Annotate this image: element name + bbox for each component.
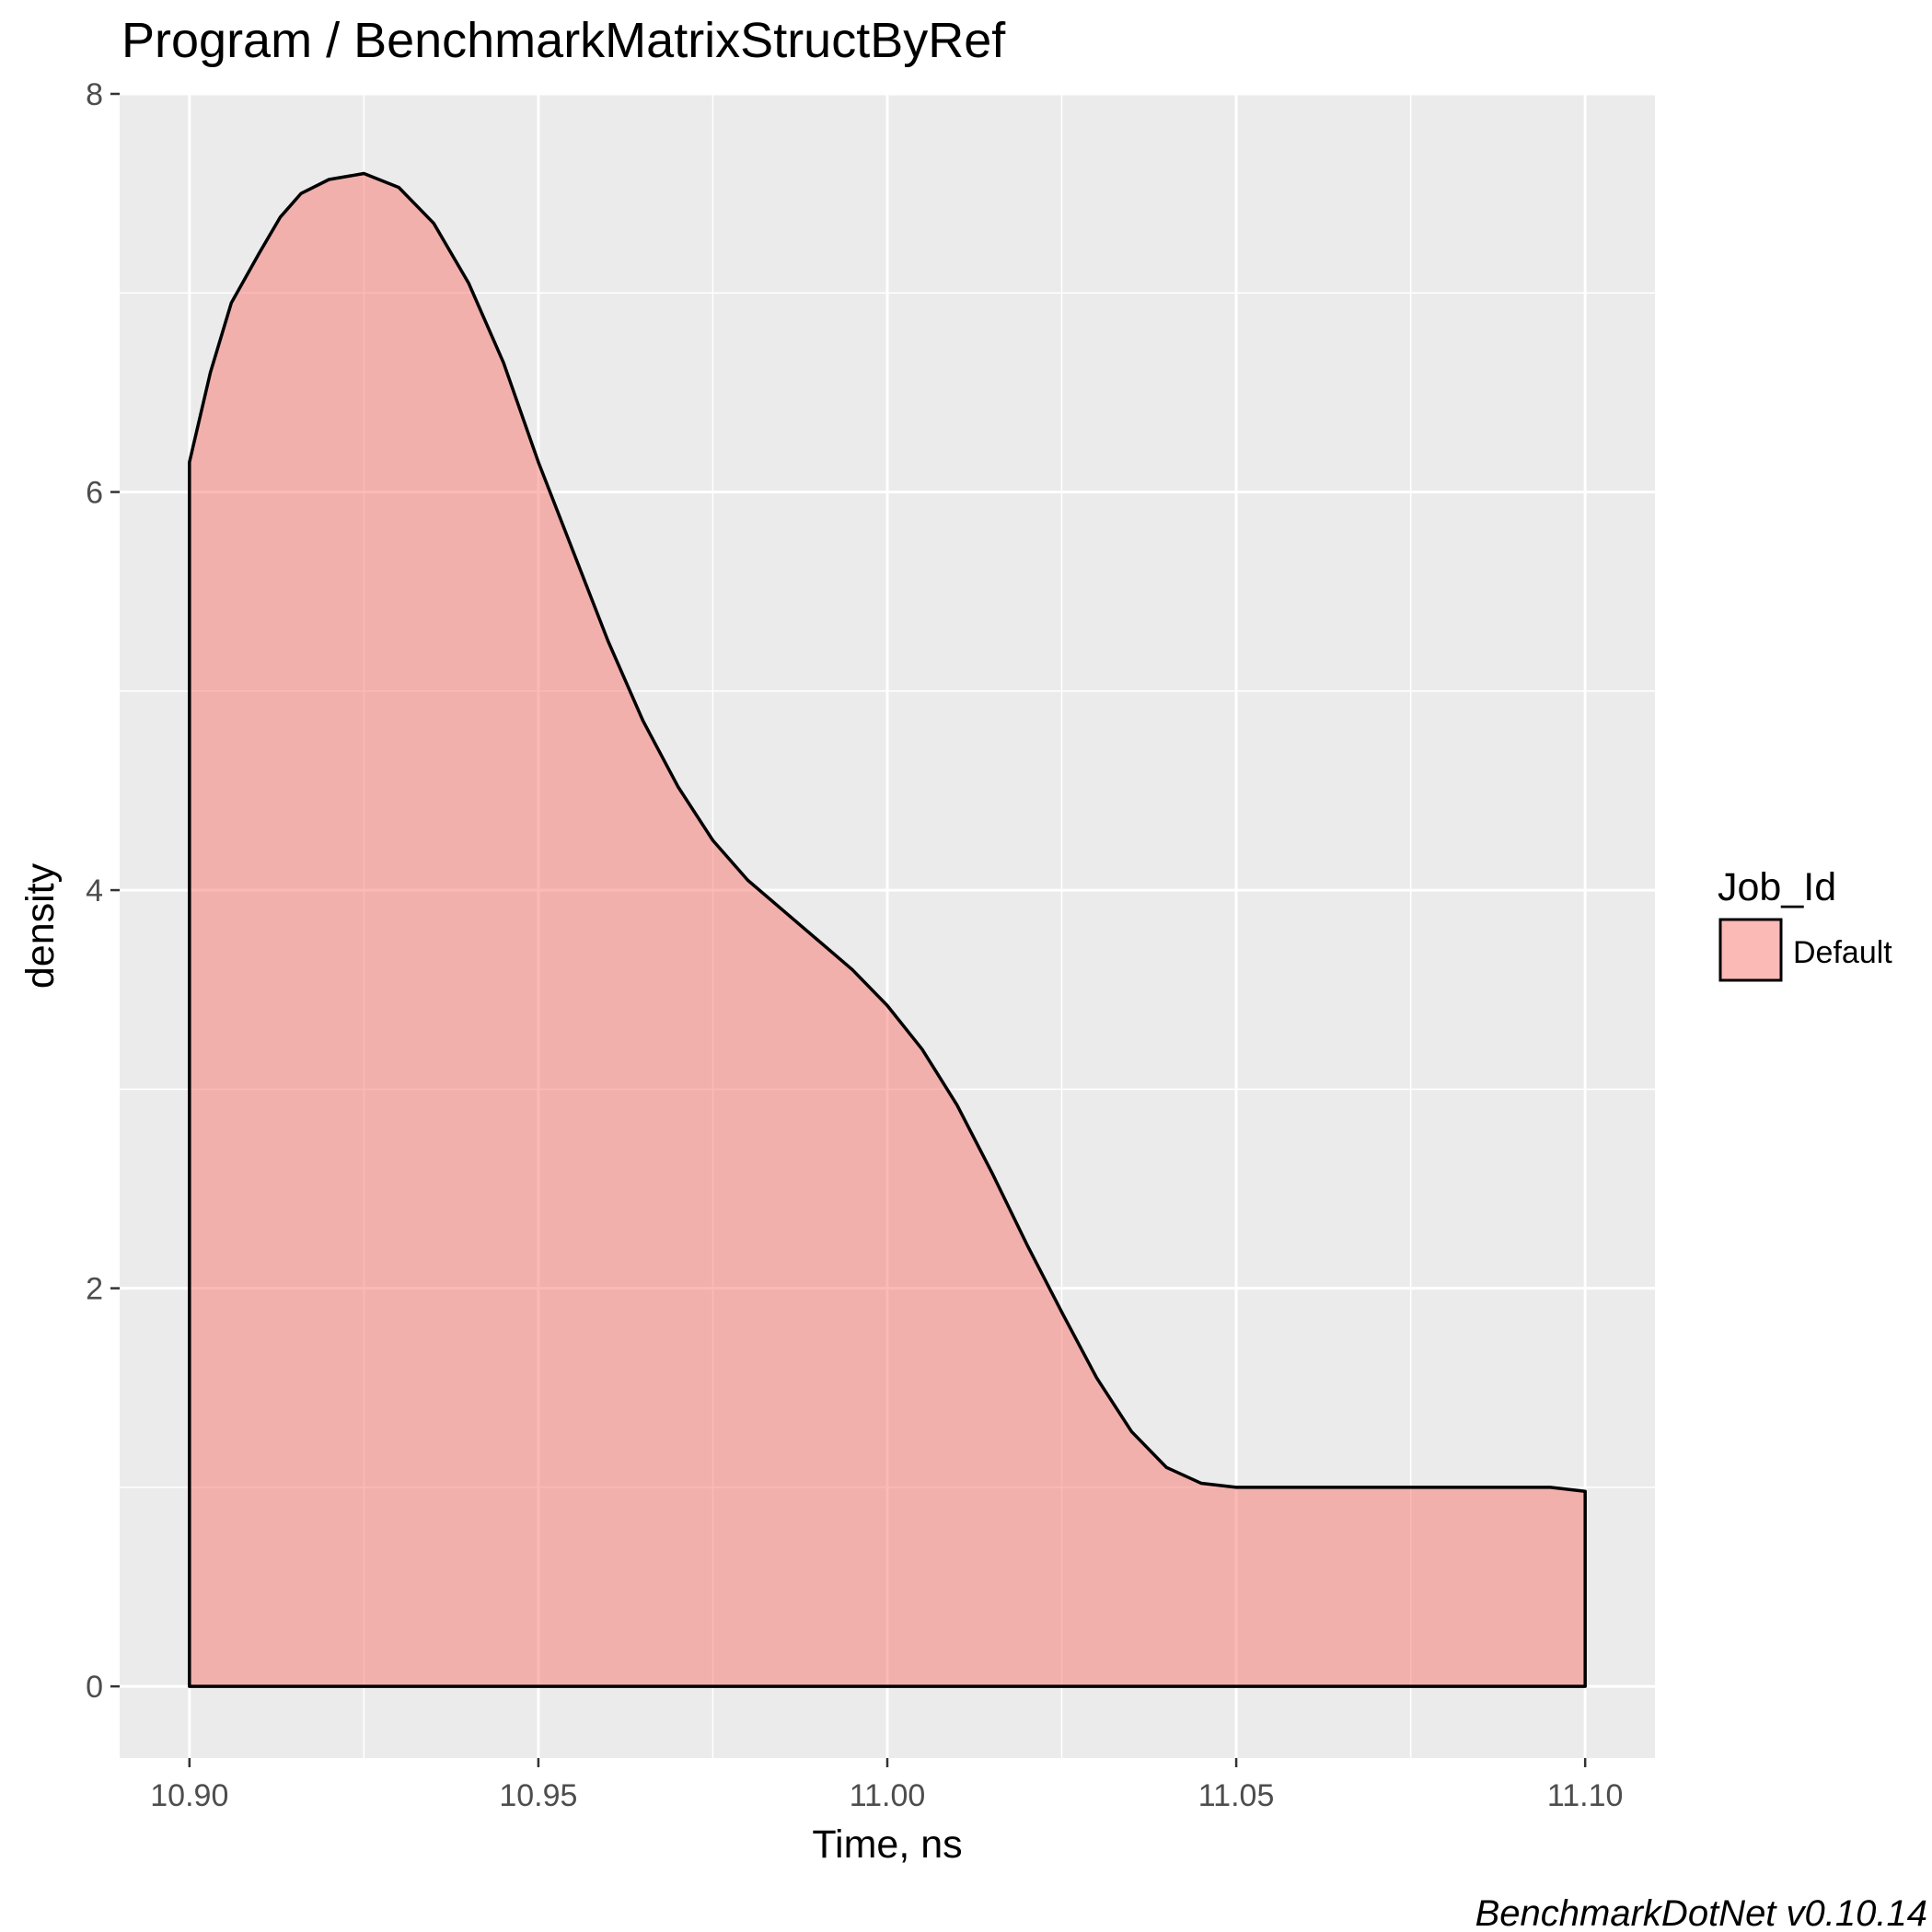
- caption: BenchmarkDotNet v0.10.14: [1475, 1893, 1927, 1932]
- y-tick-label: 6: [86, 476, 103, 511]
- y-axis-title: density: [18, 862, 63, 989]
- legend-title: Job_Id: [1718, 865, 1836, 909]
- x-tick-label: 11.00: [850, 1778, 926, 1813]
- y-tick-label: 0: [86, 1670, 103, 1705]
- legend: Job_Id Default: [1718, 865, 1892, 982]
- x-tick-label: 10.95: [499, 1778, 577, 1813]
- density-area-default: [188, 171, 1587, 1688]
- x-tick-label: 11.10: [1547, 1778, 1624, 1813]
- legend-key-default: [1718, 918, 1783, 982]
- plot-panel: [120, 92, 1655, 1758]
- x-axis-title: Time, ns: [812, 1822, 962, 1867]
- x-tick-label: 11.05: [1198, 1778, 1275, 1813]
- series-layer: [188, 171, 1587, 1688]
- chart-title: Program / BenchmarkMatrixStructByRef: [121, 13, 1006, 68]
- y-tick-label: 8: [86, 77, 103, 112]
- y-tick-label: 4: [86, 873, 103, 908]
- x-axis: 10.90 10.95 11.00 11.05 11.10: [150, 1758, 1623, 1813]
- y-tick-label: 2: [86, 1272, 103, 1307]
- x-tick-label: 10.90: [150, 1778, 228, 1813]
- legend-label-default: Default: [1793, 935, 1892, 970]
- y-axis: 0 2 4 6 8: [86, 77, 120, 1705]
